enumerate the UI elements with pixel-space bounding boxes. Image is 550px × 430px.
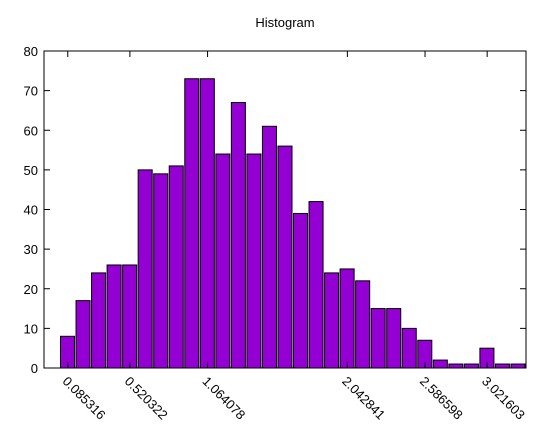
- bar: [215, 153, 231, 369]
- y-tick-label: 0: [31, 361, 38, 376]
- bar: [324, 272, 340, 369]
- bar: [293, 212, 309, 369]
- x-tick-label: 0.085316: [60, 374, 109, 423]
- chart-title: Histogram: [255, 15, 314, 30]
- bar: [370, 308, 386, 369]
- bar: [510, 363, 526, 369]
- bar: [246, 153, 262, 369]
- y-tick-label: 60: [24, 123, 38, 138]
- bar: [168, 165, 184, 369]
- y-tick-label: 50: [24, 163, 38, 178]
- y-tick-label: 40: [24, 203, 38, 218]
- bar: [386, 308, 402, 369]
- y-tick-label: 80: [24, 44, 38, 59]
- y-tick-label: 30: [24, 242, 38, 257]
- bar: [448, 363, 464, 369]
- bar: [401, 327, 417, 369]
- bar: [308, 201, 324, 369]
- bar: [230, 102, 246, 369]
- bar: [261, 125, 277, 369]
- bar: [277, 145, 293, 369]
- x-tick-label: 2.042841: [339, 374, 388, 423]
- x-tick-label: 2.586598: [417, 374, 466, 423]
- bar: [355, 280, 371, 369]
- x-tick-label: 3.021603: [479, 374, 528, 423]
- bar: [339, 268, 355, 369]
- x-tick-label: 1.064078: [199, 374, 248, 423]
- x-tick-label: 0.520322: [122, 374, 171, 423]
- bar: [432, 359, 448, 369]
- bar: [75, 300, 91, 369]
- bar: [494, 363, 510, 369]
- bar: [199, 78, 215, 369]
- y-tick-label: 70: [24, 84, 38, 99]
- bar: [184, 78, 200, 369]
- y-tick-label: 10: [24, 321, 38, 336]
- bar: [463, 363, 479, 369]
- bar: [106, 264, 122, 369]
- y-tick-label: 20: [24, 282, 38, 297]
- bar: [91, 272, 107, 369]
- bar: [137, 169, 153, 369]
- bar: [122, 264, 138, 369]
- bar: [153, 173, 169, 369]
